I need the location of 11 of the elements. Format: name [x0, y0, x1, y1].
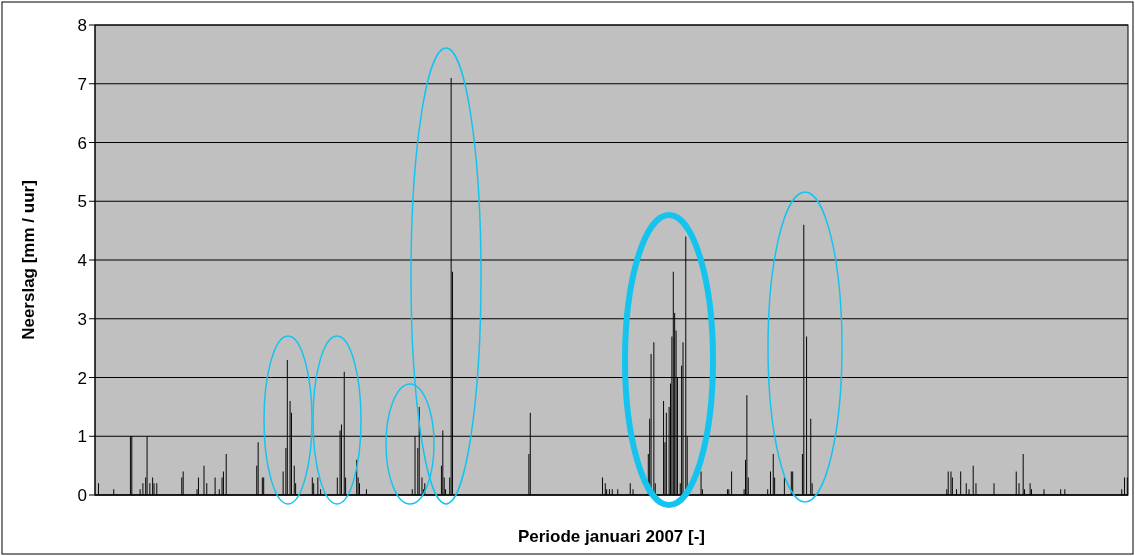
- y-tick-label: 7: [77, 74, 87, 94]
- y-tick-label: 6: [77, 133, 87, 153]
- x-axis-title: Periode januari 2007 [-]: [517, 527, 706, 546]
- y-axis-title: Neerslag [mm / uur]: [19, 180, 39, 340]
- y-tick-label: 0: [77, 486, 87, 506]
- y-tick-label: 4: [77, 251, 87, 271]
- y-tick-label: 8: [77, 16, 87, 36]
- y-tick-label: 5: [77, 192, 87, 212]
- y-tick-label: 1: [77, 427, 87, 447]
- y-tick-label: 3: [77, 309, 87, 329]
- y-tick-label: 2: [77, 368, 87, 388]
